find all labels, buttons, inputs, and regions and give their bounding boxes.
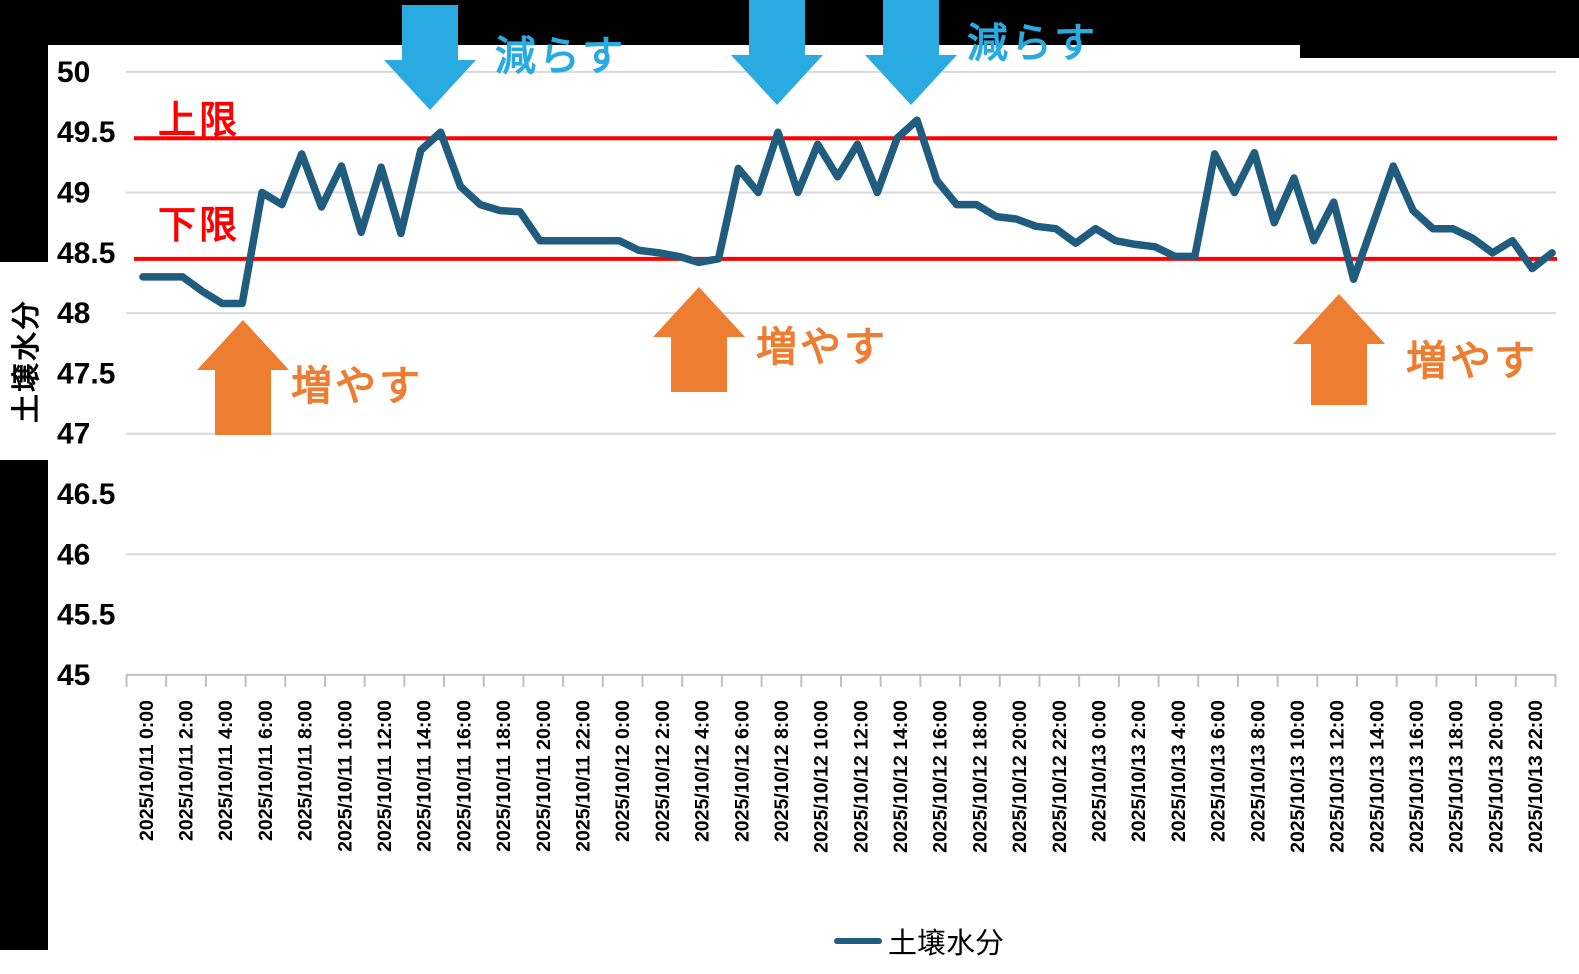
increase-arrow-icon	[1293, 294, 1385, 405]
x-axis-tick-label: 2025/10/12 16:00	[930, 700, 952, 853]
x-axis-tick-label: 2025/10/13 8:00	[1247, 700, 1269, 842]
annotation-label: 下限	[158, 205, 240, 247]
annotation-label: 減らす	[967, 20, 1098, 66]
y-axis-tick-label: 46.5	[57, 478, 115, 511]
x-axis-tick-label: 2025/10/12 6:00	[731, 700, 753, 842]
y-axis-title-area: 土壌水分	[0, 262, 48, 460]
x-axis-tick-label: 2025/10/12 10:00	[811, 700, 833, 853]
x-axis-tick-label: 2025/10/11 4:00	[215, 700, 237, 841]
x-axis-tick-label: 2025/10/11 0:00	[136, 700, 158, 841]
annotation-label: 上限	[158, 100, 240, 142]
x-axis-tick-label: 2025/10/13 0:00	[1089, 700, 1111, 842]
x-axis-tick-label: 2025/10/12 8:00	[771, 700, 793, 842]
x-axis-tick-label: 2025/10/13 16:00	[1406, 700, 1428, 853]
annotation-label: 減らす	[495, 33, 626, 79]
decrease-arrow-icon	[865, 0, 957, 105]
x-axis-tick-label: 2025/10/11 12:00	[374, 700, 396, 852]
x-axis-tick-label: 2025/10/13 4:00	[1168, 700, 1190, 842]
x-axis-tick-label: 2025/10/12 2:00	[652, 700, 674, 842]
legend-label: 土壌水分	[888, 928, 1005, 960]
x-axis-tick-label: 2025/10/12 18:00	[969, 700, 991, 853]
x-axis-tick-label: 2025/10/13 10:00	[1287, 700, 1309, 853]
x-axis-tick-label: 2025/10/11 18:00	[493, 700, 515, 852]
y-axis-tick-label: 45	[57, 659, 90, 692]
increase-arrow-icon	[653, 287, 745, 392]
x-axis-tick-label: 2025/10/11 16:00	[453, 700, 475, 852]
x-axis-tick-label: 2025/10/12 0:00	[612, 700, 634, 842]
y-axis-tick-label: 47	[57, 418, 90, 451]
annotation-label: 増やす	[1406, 338, 1538, 384]
x-axis-tick-label: 2025/10/11 6:00	[255, 700, 277, 841]
y-axis-tick-label: 50	[57, 56, 90, 89]
soil-moisture-series-line	[139, 116, 1556, 308]
decrease-arrow-icon	[731, 0, 823, 105]
x-axis-tick-label: 2025/10/11 14:00	[414, 700, 436, 852]
x-axis-tick-label: 2025/10/13 2:00	[1128, 700, 1150, 842]
y-axis-tick-label: 48	[57, 297, 90, 330]
x-axis-tick-label: 2025/10/13 20:00	[1485, 700, 1507, 853]
y-axis-tick-label: 48.5	[57, 237, 115, 270]
x-axis-tick-label: 2025/10/13 12:00	[1327, 700, 1349, 853]
x-axis-tick-label: 2025/10/11 22:00	[572, 700, 594, 852]
y-axis-tick-label: 47.5	[57, 357, 115, 390]
x-axis-tick-label: 2025/10/13 22:00	[1525, 700, 1547, 853]
x-axis-tick-label: 2025/10/13 18:00	[1446, 700, 1468, 853]
top-black-band-extension	[1300, 45, 1579, 58]
annotation-label: 増やす	[756, 324, 888, 370]
y-axis-tick-label: 46	[57, 538, 90, 571]
x-axis-tick-label: 2025/10/11 10:00	[334, 700, 356, 852]
legend: 土壌水分	[834, 920, 1004, 962]
y-axis-tick-label: 45.5	[57, 599, 115, 632]
y-axis-tick-label: 49	[57, 177, 90, 210]
x-axis-tick-label: 2025/10/11 20:00	[533, 700, 555, 852]
annotation-label: 増やす	[291, 363, 423, 409]
x-axis-tick-label: 2025/10/11 8:00	[295, 700, 317, 841]
increase-arrow-icon	[197, 320, 289, 435]
x-axis-tick-label: 2025/10/13 6:00	[1208, 700, 1230, 842]
x-axis-tick-label: 2025/10/11 2:00	[176, 700, 198, 841]
x-axis-tick-label: 2025/10/12 4:00	[692, 700, 714, 842]
x-axis-tick-label: 2025/10/12 12:00	[850, 700, 872, 853]
decrease-arrow-icon	[384, 5, 476, 110]
x-axis-tick-label: 2025/10/13 14:00	[1366, 700, 1388, 853]
y-axis-tick-label: 49.5	[57, 116, 115, 149]
legend-line-marker	[834, 938, 882, 944]
left-black-band	[0, 0, 48, 950]
x-axis-tick-label: 2025/10/12 20:00	[1009, 700, 1031, 853]
x-axis-tick-label: 2025/10/12 22:00	[1049, 700, 1071, 853]
x-axis-tick-label: 2025/10/12 14:00	[890, 700, 912, 853]
